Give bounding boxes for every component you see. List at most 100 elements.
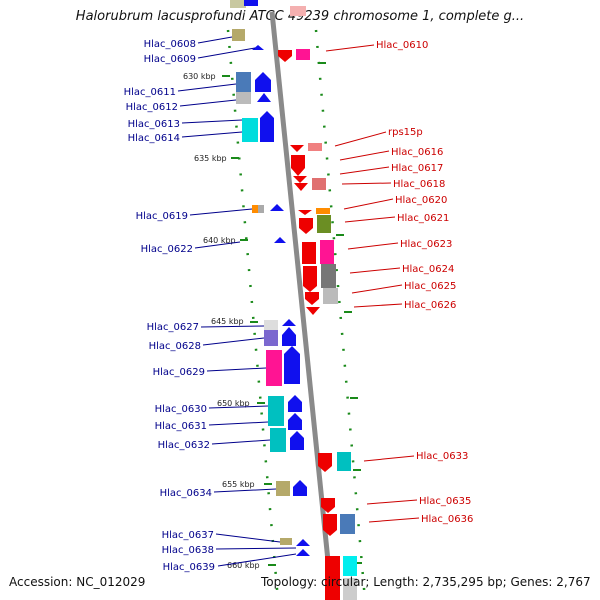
gene-label-hlac-0631[interactable]: Hlac_0631 [155,421,207,432]
gene-block-hlac-0622[interactable] [274,237,286,243]
gene-block[interactable] [303,266,317,292]
gene-block[interactable] [284,346,300,384]
gene-block-hlac-0629[interactable] [266,350,282,386]
gene-block[interactable] [282,327,296,346]
gene-block[interactable] [337,452,351,471]
gene-block[interactable] [282,319,296,326]
gene-block[interactable] [293,480,307,496]
gene-block[interactable] [323,514,337,536]
gene-label-hlac-0623[interactable]: Hlac_0623 [400,239,452,250]
gene-label-hlac-0636[interactable]: Hlac_0636 [421,514,473,525]
gene-block-hlac-0633[interactable] [318,453,332,472]
gene-block-hlac-0613[interactable] [242,118,258,142]
gene-label-hlac-0608[interactable]: Hlac_0608 [144,39,196,50]
gene-block[interactable] [236,92,251,104]
gene-label-hlac-0624[interactable]: Hlac_0624 [402,264,454,275]
gene-block[interactable] [290,431,304,450]
reverse-genes [278,6,357,600]
gene-label-hlac-0619[interactable]: Hlac_0619 [136,211,188,222]
gene-block[interactable] [258,205,264,213]
genome-summary: Topology: circular; Length: 2,735,295 bp… [261,575,591,589]
gene-block-hlac-0620[interactable] [298,210,312,215]
gene-block-hlac-0635[interactable] [321,498,335,513]
left-label-connectors [177,36,297,567]
gene-label-hlac-0637[interactable]: Hlac_0637 [162,530,214,541]
gene-block[interactable] [255,72,271,92]
gene-block-hlac-0624[interactable] [321,264,336,288]
gene-label-hlac-0626[interactable]: Hlac_0626 [404,300,456,311]
gene-block[interactable] [244,0,258,6]
gene-block-hlac-0623[interactable] [320,240,334,264]
gene-block-hlac-0638[interactable] [296,539,310,546]
gene-label-hlac-0629[interactable]: Hlac_0629 [153,367,205,378]
gene-block-hlac-0612[interactable] [257,93,271,102]
accession-label: Accession: NC_012029 [9,575,146,589]
gene-block[interactable] [343,556,357,576]
gene-label-hlac-0610[interactable]: Hlac_0610 [376,40,428,51]
gene-block-hlac-0616[interactable] [291,155,305,176]
gene-block-hlac-0609[interactable] [252,45,264,50]
gene-block[interactable] [325,556,340,600]
kbp-label-640: 640 kbp [203,236,236,245]
gene-label-hlac-0617[interactable]: Hlac_0617 [391,163,443,174]
gene-block-hlac-0630[interactable] [268,396,284,426]
gene-label-hlac-0625[interactable]: Hlac_0625 [404,281,456,292]
gene-block-hlac-0625[interactable] [323,288,338,304]
gene-label-hlac-0616[interactable]: Hlac_0616 [391,147,443,158]
gene-block[interactable] [316,208,330,214]
gene-block-hlac-0626[interactable] [306,307,320,315]
gene-block-hlac-0628[interactable] [264,330,278,346]
gene-label-hlac-0627[interactable]: Hlac_0627 [147,322,199,333]
kbp-label-630: 630 kbp [183,72,216,81]
gene-block[interactable] [290,6,306,16]
gene-label-hlac-0632[interactable]: Hlac_0632 [158,440,210,451]
gene-block[interactable] [230,0,246,8]
gene-label-hlac-0620[interactable]: Hlac_0620 [395,195,447,206]
gene-label-hlac-0612[interactable]: Hlac_0612 [126,102,178,113]
gene-block-hlac-0614[interactable] [260,111,274,142]
kbp-label-645: 645 kbp [211,317,244,326]
gene-block-hlac-0631[interactable] [288,413,302,430]
gene-block-hlac-0621[interactable] [299,218,313,234]
gene-label-hlac-0639[interactable]: Hlac_0639 [163,562,215,573]
gene-label-hlac-0628[interactable]: Hlac_0628 [149,341,201,352]
gene-block[interactable] [317,215,331,233]
gene-block-hlac-0611[interactable] [236,72,251,92]
gene-block[interactable] [288,395,302,412]
gene-label-rps15p[interactable]: rps15p [388,127,423,138]
gene-block-hlac-0634[interactable] [276,481,290,496]
gene-label-hlac-0622[interactable]: Hlac_0622 [141,244,193,255]
gene-block-hlac-0637[interactable] [280,538,292,545]
gene-block-hlac-0618[interactable] [312,178,326,190]
gene-label-hlac-0611[interactable]: Hlac_0611 [124,87,176,98]
gene-block[interactable] [290,145,304,152]
gene-block-hlac-0610[interactable] [278,50,292,62]
gene-block[interactable] [343,578,357,600]
gene-label-hlac-0613[interactable]: Hlac_0613 [128,119,180,130]
gene-block[interactable] [294,183,308,191]
gene-label-hlac-0618[interactable]: Hlac_0618 [393,179,445,190]
gene-block-hlac-0608[interactable] [232,29,245,41]
gene-block[interactable] [305,292,319,305]
gene-label-hlac-0614[interactable]: Hlac_0614 [128,133,180,144]
gene-label-hlac-0609[interactable]: Hlac_0609 [144,54,196,65]
gene-label-hlac-0635[interactable]: Hlac_0635 [419,496,471,507]
gene-block[interactable] [302,242,316,264]
gene-label-hlac-0621[interactable]: Hlac_0621 [397,213,449,224]
right-label-connectors [325,44,420,523]
gene-block-hlac-0619[interactable] [252,205,258,213]
gene-block-hlac-0632[interactable] [270,428,286,452]
gene-block-hlac-0627[interactable] [264,320,278,330]
chromosome-backbone [269,11,335,600]
gene-block-hlac-0636[interactable] [340,514,355,534]
gene-block-hlac-0639[interactable] [296,549,310,556]
gene-label-hlac-0633[interactable]: Hlac_0633 [416,451,468,462]
gene-block-rps15p[interactable] [308,143,322,151]
gene-label-hlac-0638[interactable]: Hlac_0638 [162,545,214,556]
gene-block[interactable] [296,49,310,60]
gene-block-hlac-0617[interactable] [293,176,307,183]
gene-label-hlac-0634[interactable]: Hlac_0634 [160,488,212,499]
gene-block[interactable] [270,204,284,211]
gene-label-hlac-0630[interactable]: Hlac_0630 [155,404,207,415]
